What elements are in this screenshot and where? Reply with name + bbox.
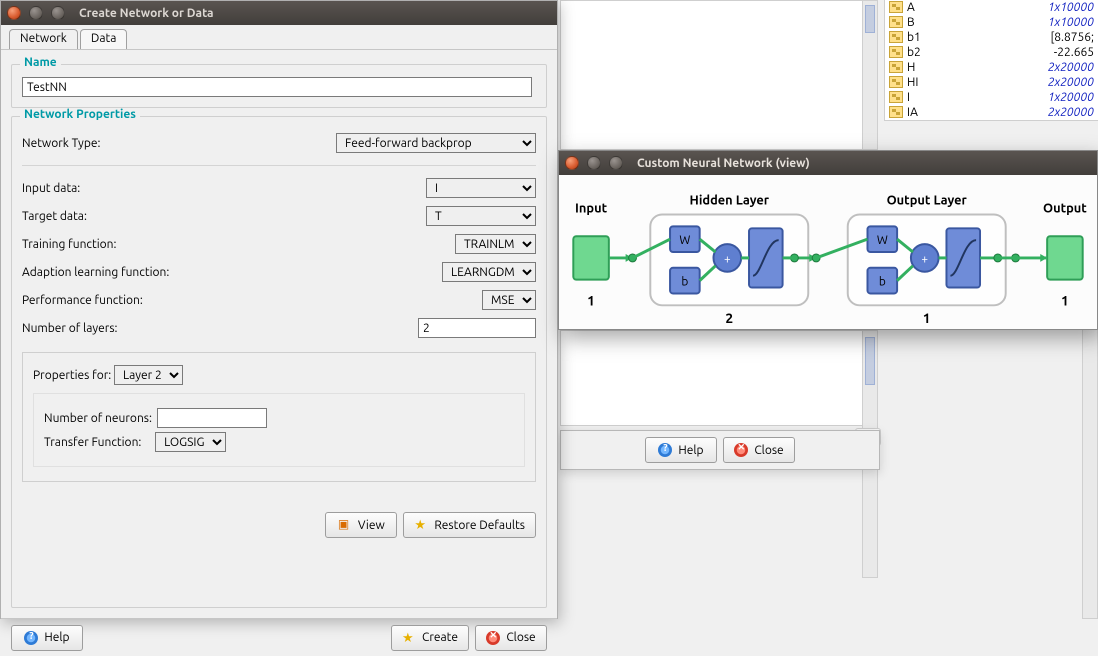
group-legend: Network Properties: [20, 108, 140, 121]
variable-icon: [889, 76, 903, 88]
layer-select[interactable]: Layer 2: [114, 365, 183, 385]
help-icon: [24, 631, 38, 645]
neurons-label: Number of neurons:: [44, 412, 152, 425]
workspace-row[interactable]: b1[8.8756;: [885, 30, 1098, 45]
variable-icon: [889, 16, 903, 28]
transfer-fn-select[interactable]: LOGSIG: [155, 432, 226, 452]
workspace-row[interactable]: A1x10000: [885, 0, 1098, 15]
variable-icon: [889, 46, 903, 58]
name-group: Name: [11, 64, 547, 108]
window-min-icon[interactable]: [587, 156, 601, 170]
help-button[interactable]: Help: [645, 437, 717, 463]
variable-icon: [889, 61, 903, 73]
star-icon: ★: [402, 631, 416, 645]
window-min-icon[interactable]: [29, 6, 43, 20]
window-close-icon[interactable]: [565, 156, 579, 170]
input-data-select[interactable]: I: [426, 178, 536, 198]
num-layers-input[interactable]: [418, 318, 536, 338]
input-data-label: Input data:: [22, 182, 80, 195]
create-button[interactable]: ★Create: [391, 625, 469, 651]
svg-text:W: W: [679, 234, 690, 247]
num-layers-label: Number of layers:: [22, 322, 117, 335]
nn-viewer-window: Custom Neural Network (view) Input 1 Outpu…: [558, 150, 1098, 330]
layer-props-label: Properties for:: [33, 369, 111, 382]
adaption-fn-select[interactable]: LEARNGDM: [442, 262, 536, 282]
training-fn-label: Training function:: [22, 238, 116, 251]
nn-diagram: Input 1 Output 1 Hidden Layer Wb +2 Output Laye…: [559, 175, 1097, 329]
network-name-input[interactable]: [22, 77, 532, 97]
tab-network[interactable]: Network: [9, 29, 78, 49]
workspace-row[interactable]: I1x20000: [885, 90, 1098, 105]
titlebar[interactable]: Custom Neural Network (view): [559, 151, 1097, 175]
close-icon: [486, 631, 500, 645]
view-icon: ▣: [338, 518, 352, 532]
network-properties-group: Network Properties Network Type: Feed-fo…: [11, 116, 547, 608]
help-icon: [658, 443, 672, 457]
titlebar[interactable]: Create Network or Data: [1, 1, 557, 25]
view-button[interactable]: ▣View: [325, 512, 397, 538]
svg-text:2: 2: [725, 310, 733, 326]
bg-pane: [560, 330, 878, 426]
dialog-bottombar: Help ★Create Close: [1, 618, 557, 656]
window-title: Create Network or Data: [79, 7, 214, 20]
window-close-icon[interactable]: [7, 6, 21, 20]
workspace-row[interactable]: B1x10000: [885, 15, 1098, 30]
workspace-panel: A1x10000B1x10000b1[8.8756;b2-22.665H2x20…: [884, 0, 1098, 121]
workspace-row[interactable]: b2-22.665: [885, 45, 1098, 60]
window-max-icon[interactable]: [51, 6, 65, 20]
target-data-select[interactable]: T: [426, 206, 536, 226]
neurons-input[interactable]: [157, 408, 267, 428]
variable-icon: [889, 91, 903, 103]
restore-defaults-button[interactable]: ★Restore Defaults: [403, 512, 536, 538]
network-type-label: Network Type:: [22, 137, 100, 150]
perf-fn-select[interactable]: MSE: [482, 290, 536, 310]
svg-text:Output Layer: Output Layer: [887, 194, 968, 208]
svg-text:+: +: [921, 253, 928, 266]
help-button[interactable]: Help: [11, 625, 83, 651]
scrollbar[interactable]: [862, 0, 878, 150]
transfer-fn-label: Transfer Function:: [44, 436, 141, 449]
workspace-row[interactable]: IA2x20000: [885, 105, 1098, 120]
svg-text:Input: Input: [575, 202, 608, 216]
perf-fn-label: Performance function:: [22, 294, 143, 307]
star-icon: ★: [414, 518, 428, 532]
svg-text:Hidden Layer: Hidden Layer: [690, 194, 770, 208]
adaption-fn-label: Adaption learning function:: [22, 266, 169, 279]
svg-text:b: b: [681, 276, 688, 289]
group-legend: Name: [20, 56, 61, 69]
window-title: Custom Neural Network (view): [637, 157, 810, 170]
close-button[interactable]: Close: [475, 625, 547, 651]
tabstrip: Network Data: [1, 25, 557, 49]
create-network-dialog: Create Network or Data Network Data Name…: [0, 0, 558, 619]
svg-text:1: 1: [587, 292, 595, 308]
variable-icon: [889, 106, 903, 118]
svg-text:Output: Output: [1043, 202, 1087, 216]
bg-pane: [560, 0, 878, 150]
variable-icon: [889, 1, 903, 13]
variable-icon: [889, 31, 903, 43]
svg-text:b: b: [879, 276, 886, 289]
close-icon: [734, 443, 748, 457]
svg-text:1: 1: [1061, 292, 1069, 308]
svg-text:+: +: [724, 253, 731, 266]
training-fn-select[interactable]: TRAINLM: [455, 234, 536, 254]
target-data-label: Target data:: [22, 210, 87, 223]
window-max-icon[interactable]: [609, 156, 623, 170]
workspace-row[interactable]: H2x20000: [885, 60, 1098, 75]
help-close-bar: Help Close: [560, 430, 880, 470]
network-type-select[interactable]: Feed-forward backprop: [336, 133, 536, 153]
layer-properties-box: Properties for: Layer 2 Number of neuron…: [22, 352, 536, 482]
svg-text:1: 1: [923, 310, 931, 326]
tab-data[interactable]: Data: [80, 29, 128, 49]
close-button[interactable]: Close: [723, 437, 795, 463]
svg-text:W: W: [877, 234, 888, 247]
workspace-row[interactable]: HI2x20000: [885, 75, 1098, 90]
